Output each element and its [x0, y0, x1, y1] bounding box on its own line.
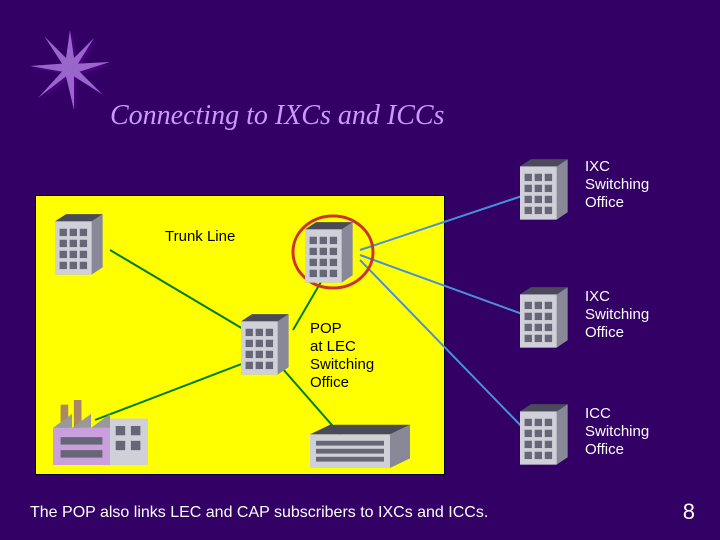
caption: The POP also links LEC and CAP subscribe…: [30, 504, 488, 522]
label-icc: ICC Switching Office: [585, 405, 649, 459]
building-factory: [53, 400, 148, 465]
label-trunk-line: Trunk Line: [165, 228, 235, 246]
page-number: 8: [683, 499, 695, 525]
building-ixc-1: [520, 155, 575, 220]
building-icc: [520, 400, 575, 465]
slide-title: Connecting to IXCs and ICCs: [110, 100, 444, 132]
label-ixc-2: IXC Switching Office: [585, 288, 649, 342]
label-ixc-1: IXC Switching Office: [585, 158, 649, 212]
building-lec-switch: [241, 310, 296, 375]
starburst-bullet: [30, 30, 110, 110]
building-lec-1: [55, 210, 110, 275]
building-pop: [305, 218, 360, 283]
label-pop: POP at LEC Switching Office: [310, 320, 374, 392]
building-ixc-2: [520, 283, 575, 348]
building-office-long: [310, 420, 410, 468]
